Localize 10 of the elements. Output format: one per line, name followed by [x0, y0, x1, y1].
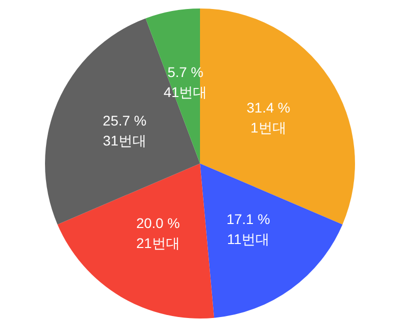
slice-label: 21번대: [136, 234, 180, 251]
slice-label: 1번대: [250, 119, 286, 136]
data-label: 31.4 %: [246, 99, 290, 116]
slice-label: 11번대: [226, 230, 270, 247]
slice-label: 31번대: [102, 132, 146, 148]
data-label: 20.0 %: [136, 214, 180, 231]
data-label: 17.1 %: [226, 210, 270, 227]
data-label: 25.7 %: [102, 112, 146, 128]
pie-slice: [57, 164, 214, 318]
pie-slice: [200, 164, 343, 318]
